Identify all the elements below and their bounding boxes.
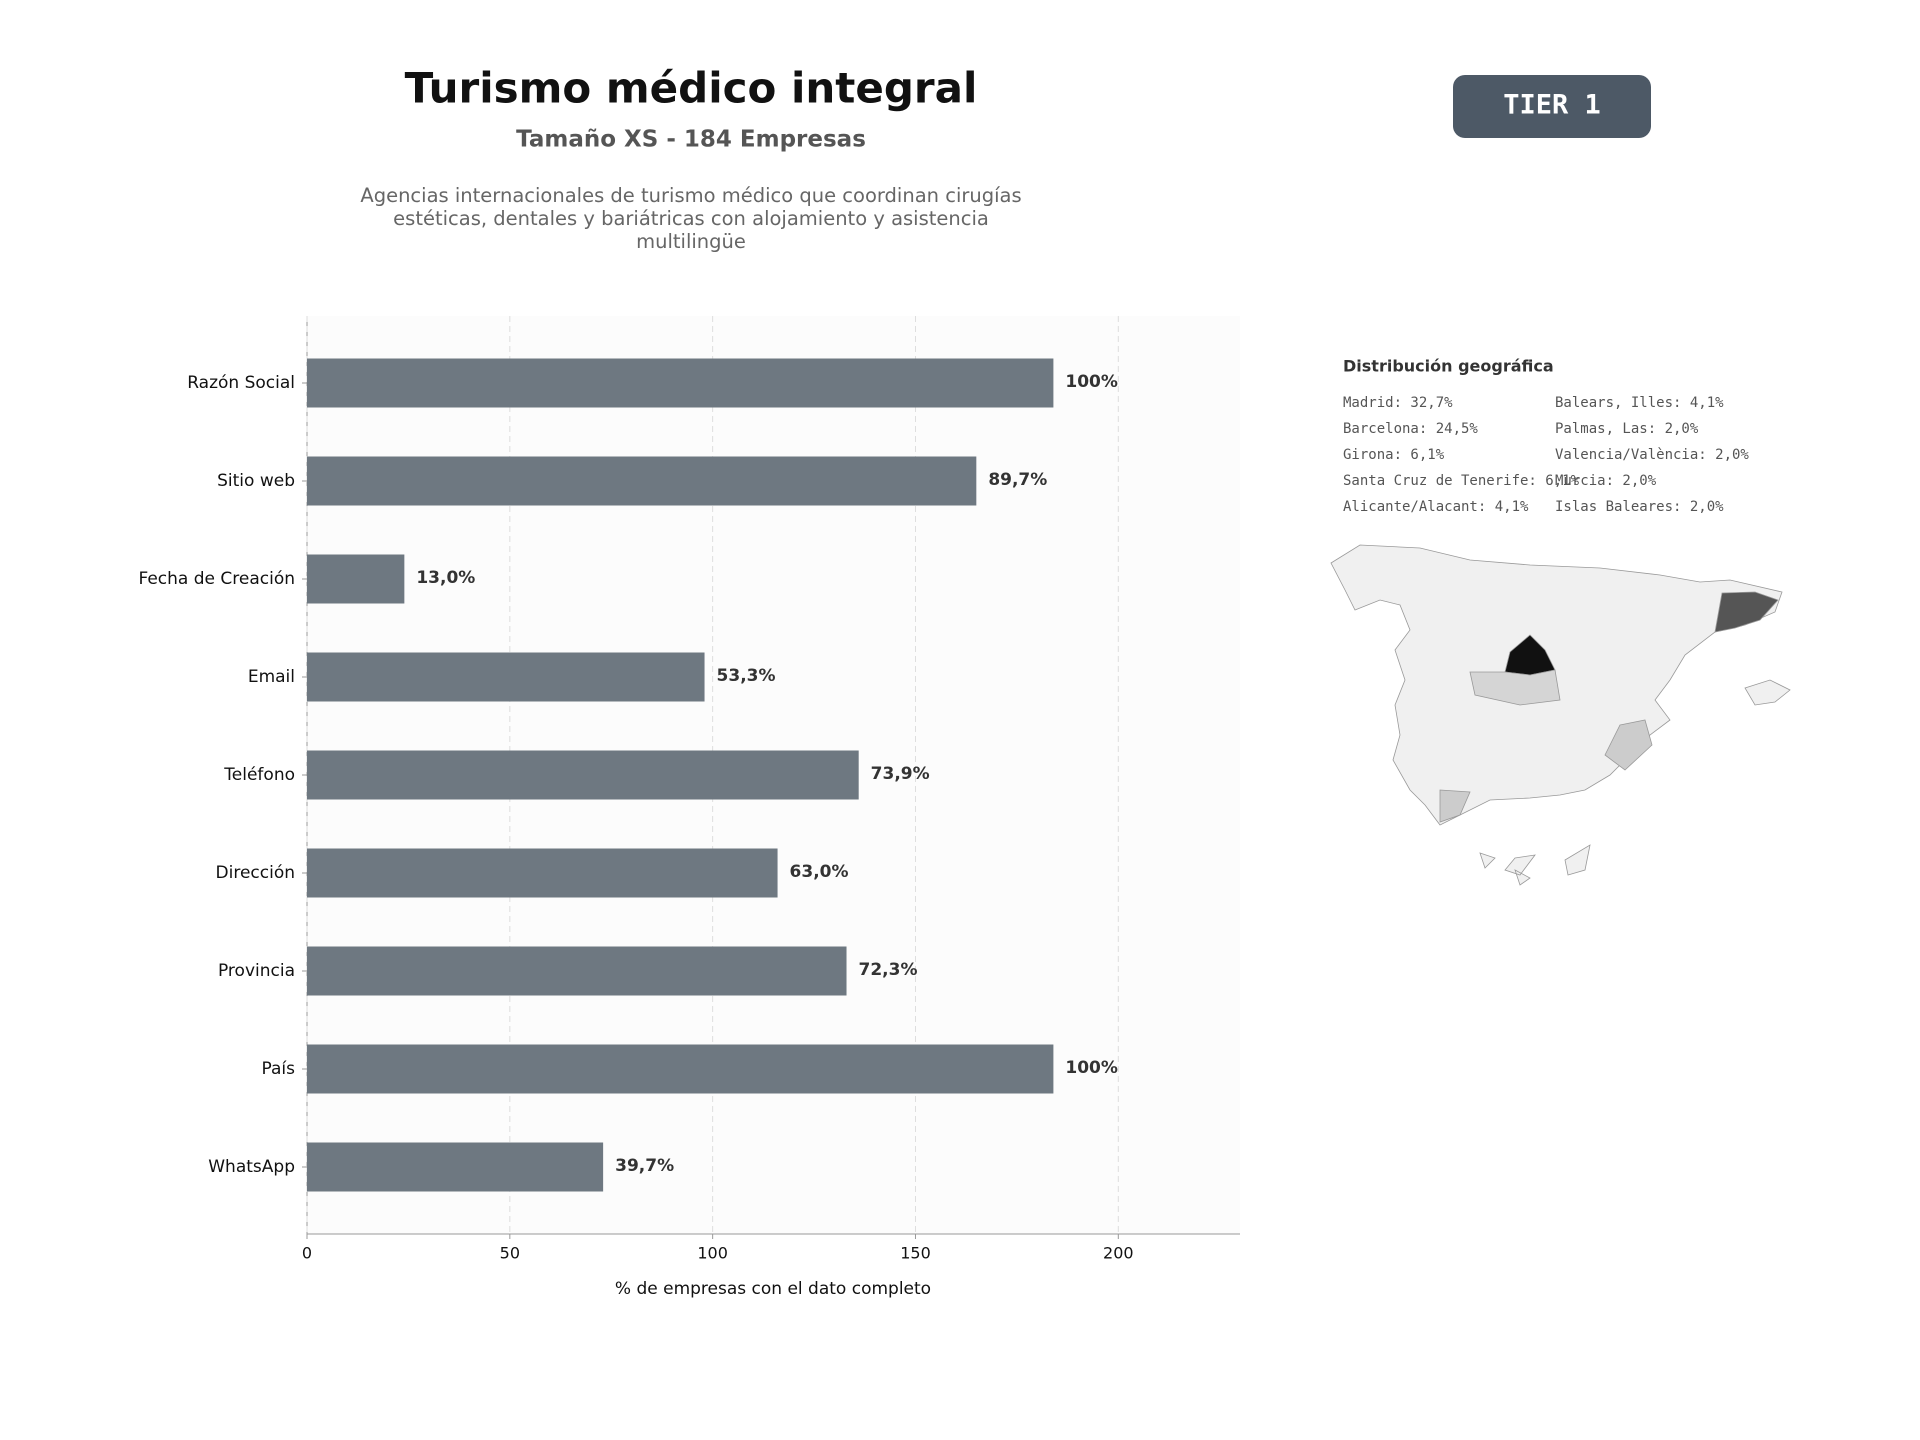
geo-item: Alicante/Alacant: 4,1% xyxy=(1343,499,1529,515)
geo-item: Valencia/València: 2,0% xyxy=(1555,447,1749,463)
y-tick-label: Teléfono xyxy=(223,765,295,785)
y-tick-label: Razón Social xyxy=(187,373,295,393)
value-label: 89,7% xyxy=(988,470,1047,490)
value-label: 39,7% xyxy=(615,1156,674,1176)
y-tick-label: Dirección xyxy=(216,863,295,883)
geo-item: Islas Baleares: 2,0% xyxy=(1555,499,1724,515)
y-tick-label: Email xyxy=(248,667,295,687)
badge: TIER 1 xyxy=(1503,90,1601,121)
canarias xyxy=(1479,844,1591,886)
x-axis-label: % de empresas con el dato completo xyxy=(615,1279,931,1299)
description: Agencias internacionales de turismo médi… xyxy=(360,184,1022,253)
geo-item: Santa Cruz de Tenerife: 6,1% xyxy=(1343,473,1580,489)
y-tick-label: Fecha de Creación xyxy=(138,569,295,589)
x-tick-label: 50 xyxy=(500,1244,520,1263)
bar xyxy=(307,946,847,996)
x-tick-label: 0 xyxy=(302,1244,312,1263)
title: Turismo médico integral xyxy=(405,64,978,113)
bar xyxy=(307,652,705,702)
bar xyxy=(307,456,977,506)
y-tick-label: Sitio web xyxy=(217,471,295,491)
y-tick-label: País xyxy=(262,1059,296,1079)
geo-item: Murcia: 2,0% xyxy=(1555,473,1657,489)
value-label: 73,9% xyxy=(871,764,930,784)
value-label: 100% xyxy=(1065,372,1118,392)
bar xyxy=(307,1044,1054,1094)
baleares xyxy=(1744,679,1791,706)
value-label: 13,0% xyxy=(416,568,475,588)
value-label: 53,3% xyxy=(717,666,776,686)
value-label: 72,3% xyxy=(859,960,918,980)
geo-item: Girona: 6,1% xyxy=(1343,447,1445,463)
x-tick-label: 200 xyxy=(1103,1244,1134,1263)
geo-item: Balears, Illes: 4,1% xyxy=(1555,395,1724,411)
y-tick-label: WhatsApp xyxy=(208,1157,295,1177)
barcelona xyxy=(1714,591,1779,633)
bar xyxy=(307,1142,604,1192)
x-tick-label: 100 xyxy=(697,1244,728,1263)
y-tick-label: Provincia xyxy=(218,961,295,981)
value-label: 100% xyxy=(1065,1058,1118,1078)
bar xyxy=(307,554,405,604)
toledo xyxy=(1469,669,1561,706)
geo-item: Palmas, Las: 2,0% xyxy=(1555,421,1699,437)
map xyxy=(1330,544,1791,886)
bar xyxy=(307,848,778,898)
cadiz xyxy=(1439,789,1471,823)
geo-item: Barcelona: 24,5% xyxy=(1343,421,1478,437)
geo-title: Distribución geográfica xyxy=(1343,357,1554,376)
geo-item: Madrid: 32,7% xyxy=(1343,395,1453,411)
bar xyxy=(307,750,859,800)
badge-bg xyxy=(1453,75,1651,138)
bar xyxy=(307,358,1054,408)
subtitle: Tamaño XS - 184 Empresas xyxy=(516,127,866,153)
x-tick-label: 150 xyxy=(900,1244,931,1263)
value-label: 63,0% xyxy=(790,862,849,882)
murcia xyxy=(1604,719,1653,771)
